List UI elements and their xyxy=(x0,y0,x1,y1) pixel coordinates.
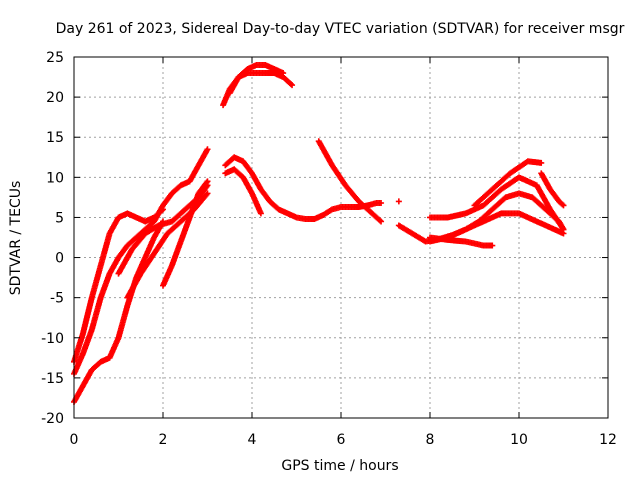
data-point xyxy=(395,198,402,205)
data-point xyxy=(560,226,567,233)
y-tick-label: 20 xyxy=(46,90,64,106)
x-tick-label: 10 xyxy=(510,432,528,448)
data-point xyxy=(257,210,264,217)
data-point xyxy=(204,146,211,153)
data-point xyxy=(289,82,296,89)
chart-title: Day 261 of 2023, Sidereal Day-to-day VTE… xyxy=(56,21,625,37)
series-arc-3 xyxy=(71,218,166,405)
y-tick-label: -5 xyxy=(50,291,64,307)
data-point xyxy=(204,190,211,197)
data-point xyxy=(538,159,545,166)
series-arc-6 xyxy=(160,178,211,289)
series-arc-9 xyxy=(222,154,385,223)
y-tick-label: 15 xyxy=(46,130,64,146)
series-arc-1 xyxy=(71,206,166,365)
x-tick-label: 0 xyxy=(70,432,79,448)
series-arc-11 xyxy=(315,138,385,225)
series-arc-17 xyxy=(471,158,545,209)
series-arc-16 xyxy=(427,174,567,233)
data-point xyxy=(287,81,294,88)
series-arc-18 xyxy=(538,170,567,209)
data-point xyxy=(378,200,385,207)
series-arc-15 xyxy=(427,234,496,249)
x-tick-label: 12 xyxy=(599,432,617,448)
x-tick-label: 4 xyxy=(248,432,257,448)
y-tick-label: 0 xyxy=(55,251,64,267)
y-tick-label: -20 xyxy=(41,411,64,427)
y-tick-label: 5 xyxy=(55,210,64,226)
series-arc-10 xyxy=(222,166,264,217)
x-tick-label: 6 xyxy=(337,432,346,448)
data-series xyxy=(71,62,567,405)
x-axis-label: GPS time / hours xyxy=(281,458,398,474)
y-tick-label: -15 xyxy=(41,371,64,387)
x-tick-label: 8 xyxy=(426,432,435,448)
data-point xyxy=(376,217,383,224)
axis-ticks: 0 2 4 6 8 10 12 -20 -15 -10 -5 0 5 10 15 20 25 xyxy=(41,50,617,448)
series-arc-14 xyxy=(427,210,567,245)
data-point xyxy=(378,218,385,225)
y-tick-label: 10 xyxy=(46,170,64,186)
data-point xyxy=(559,201,566,208)
series-arc-8 xyxy=(226,62,287,97)
data-point xyxy=(560,202,567,209)
data-point xyxy=(203,191,210,198)
y-tick-label: -10 xyxy=(41,331,64,347)
data-point xyxy=(280,70,287,77)
data-point xyxy=(489,242,496,249)
y-axis-label: SDTVAR / TECUs xyxy=(8,181,24,296)
x-tick-label: 2 xyxy=(159,432,168,448)
data-point xyxy=(204,178,211,185)
y-tick-label: 25 xyxy=(46,50,64,66)
series-arc-12 xyxy=(395,198,402,205)
